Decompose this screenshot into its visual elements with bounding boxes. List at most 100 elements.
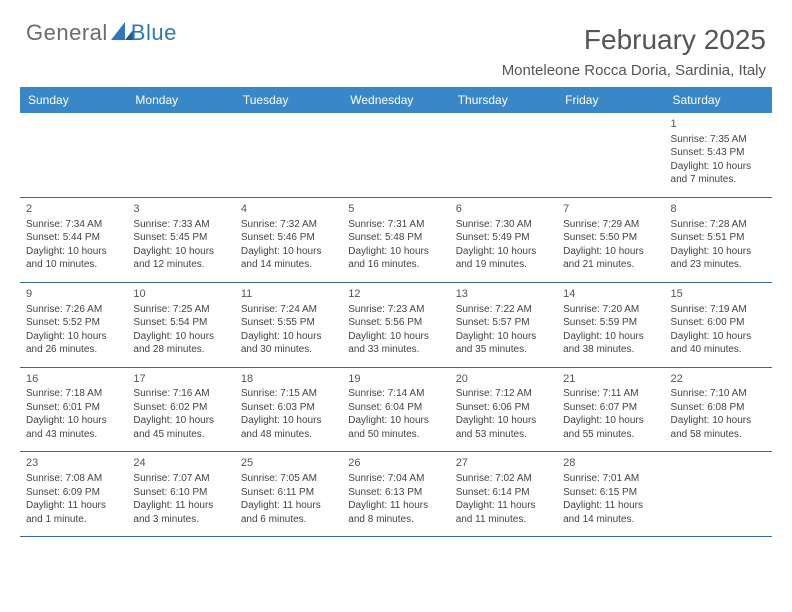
sunrise-text: Sunrise: 7:15 AM [241,387,336,401]
calendar-row: 23Sunrise: 7:08 AMSunset: 6:09 PMDayligh… [20,452,772,537]
hdr-fri: Friday [557,87,664,113]
daylight-text: Daylight: 10 hours and 53 minutes. [456,414,551,441]
day-number: 28 [563,456,658,471]
calendar-row: 1Sunrise: 7:35 AMSunset: 5:43 PMDaylight… [20,113,772,198]
calendar-cell [127,113,234,197]
sunset-text: Sunset: 6:00 PM [671,316,766,330]
sunset-text: Sunset: 6:02 PM [133,401,228,415]
sunrise-text: Sunrise: 7:12 AM [456,387,551,401]
calendar-cell: 23Sunrise: 7:08 AMSunset: 6:09 PMDayligh… [20,452,127,536]
sunset-text: Sunset: 5:45 PM [133,231,228,245]
day-number: 17 [133,372,228,387]
day-number: 9 [26,287,121,302]
daylight-text: Daylight: 10 hours and 26 minutes. [26,330,121,357]
sunset-text: Sunset: 5:50 PM [563,231,658,245]
daylight-text: Daylight: 10 hours and 35 minutes. [456,330,551,357]
calendar-cell: 2Sunrise: 7:34 AMSunset: 5:44 PMDaylight… [20,198,127,282]
calendar-cell [450,113,557,197]
calendar-cell: 28Sunrise: 7:01 AMSunset: 6:15 PMDayligh… [557,452,664,536]
daylight-text: Daylight: 11 hours and 11 minutes. [456,499,551,526]
sunrise-text: Sunrise: 7:30 AM [456,218,551,232]
daylight-text: Daylight: 10 hours and 14 minutes. [241,245,336,272]
day-number: 6 [456,202,551,217]
sunset-text: Sunset: 6:03 PM [241,401,336,415]
calendar-cell [557,113,664,197]
sunrise-text: Sunrise: 7:14 AM [348,387,443,401]
calendar-cell: 21Sunrise: 7:11 AMSunset: 6:07 PMDayligh… [557,368,664,452]
day-number: 1 [671,117,766,132]
calendar-cell: 7Sunrise: 7:29 AMSunset: 5:50 PMDaylight… [557,198,664,282]
hdr-sat: Saturday [665,87,772,113]
sunrise-text: Sunrise: 7:31 AM [348,218,443,232]
day-number: 27 [456,456,551,471]
hdr-sun: Sunday [20,87,127,113]
sunrise-text: Sunrise: 7:25 AM [133,303,228,317]
calendar-cell [342,113,449,197]
day-number: 18 [241,372,336,387]
sunrise-text: Sunrise: 7:01 AM [563,472,658,486]
weekday-header: Sunday Monday Tuesday Wednesday Thursday… [20,87,772,113]
calendar-grid: 1Sunrise: 7:35 AMSunset: 5:43 PMDaylight… [20,113,772,537]
calendar-cell: 26Sunrise: 7:04 AMSunset: 6:13 PMDayligh… [342,452,449,536]
hdr-mon: Monday [127,87,234,113]
day-number: 7 [563,202,658,217]
day-number: 3 [133,202,228,217]
calendar-cell: 15Sunrise: 7:19 AMSunset: 6:00 PMDayligh… [665,283,772,367]
sunrise-text: Sunrise: 7:28 AM [671,218,766,232]
daylight-text: Daylight: 10 hours and 16 minutes. [348,245,443,272]
sunset-text: Sunset: 6:06 PM [456,401,551,415]
daylight-text: Daylight: 10 hours and 7 minutes. [671,160,766,187]
sunrise-text: Sunrise: 7:19 AM [671,303,766,317]
daylight-text: Daylight: 10 hours and 30 minutes. [241,330,336,357]
calendar-row: 2Sunrise: 7:34 AMSunset: 5:44 PMDaylight… [20,198,772,283]
daylight-text: Daylight: 10 hours and 23 minutes. [671,245,766,272]
sunrise-text: Sunrise: 7:04 AM [348,472,443,486]
calendar-cell: 10Sunrise: 7:25 AMSunset: 5:54 PMDayligh… [127,283,234,367]
calendar-cell: 8Sunrise: 7:28 AMSunset: 5:51 PMDaylight… [665,198,772,282]
sunset-text: Sunset: 5:57 PM [456,316,551,330]
day-number: 13 [456,287,551,302]
day-number: 2 [26,202,121,217]
sunset-text: Sunset: 6:08 PM [671,401,766,415]
sunset-text: Sunset: 5:56 PM [348,316,443,330]
daylight-text: Daylight: 11 hours and 14 minutes. [563,499,658,526]
sunset-text: Sunset: 5:43 PM [671,146,766,160]
daylight-text: Daylight: 10 hours and 38 minutes. [563,330,658,357]
daylight-text: Daylight: 10 hours and 58 minutes. [671,414,766,441]
day-number: 8 [671,202,766,217]
calendar-cell: 27Sunrise: 7:02 AMSunset: 6:14 PMDayligh… [450,452,557,536]
logo-triangle-icon [111,20,133,46]
daylight-text: Daylight: 11 hours and 6 minutes. [241,499,336,526]
day-number: 10 [133,287,228,302]
sunrise-text: Sunrise: 7:20 AM [563,303,658,317]
daylight-text: Daylight: 10 hours and 19 minutes. [456,245,551,272]
sunset-text: Sunset: 5:46 PM [241,231,336,245]
logo: General Blue [26,20,177,46]
daylight-text: Daylight: 11 hours and 1 minute. [26,499,121,526]
daylight-text: Daylight: 10 hours and 21 minutes. [563,245,658,272]
day-number: 26 [348,456,443,471]
sunset-text: Sunset: 5:49 PM [456,231,551,245]
sunrise-text: Sunrise: 7:33 AM [133,218,228,232]
sunset-text: Sunset: 5:48 PM [348,231,443,245]
sunset-text: Sunset: 6:07 PM [563,401,658,415]
day-number: 12 [348,287,443,302]
sunrise-text: Sunrise: 7:05 AM [241,472,336,486]
location-subtitle: Monteleone Rocca Doria, Sardinia, Italy [20,62,772,79]
hdr-tue: Tuesday [235,87,342,113]
sunset-text: Sunset: 6:10 PM [133,486,228,500]
logo-text-1: General [26,20,108,46]
daylight-text: Daylight: 10 hours and 43 minutes. [26,414,121,441]
sunrise-text: Sunrise: 7:22 AM [456,303,551,317]
daylight-text: Daylight: 10 hours and 48 minutes. [241,414,336,441]
calendar-cell: 18Sunrise: 7:15 AMSunset: 6:03 PMDayligh… [235,368,342,452]
sunrise-text: Sunrise: 7:35 AM [671,133,766,147]
calendar-cell: 22Sunrise: 7:10 AMSunset: 6:08 PMDayligh… [665,368,772,452]
calendar-cell: 20Sunrise: 7:12 AMSunset: 6:06 PMDayligh… [450,368,557,452]
calendar-cell: 1Sunrise: 7:35 AMSunset: 5:43 PMDaylight… [665,113,772,197]
sunset-text: Sunset: 5:44 PM [26,231,121,245]
daylight-text: Daylight: 10 hours and 12 minutes. [133,245,228,272]
day-number: 24 [133,456,228,471]
day-number: 20 [456,372,551,387]
day-number: 21 [563,372,658,387]
